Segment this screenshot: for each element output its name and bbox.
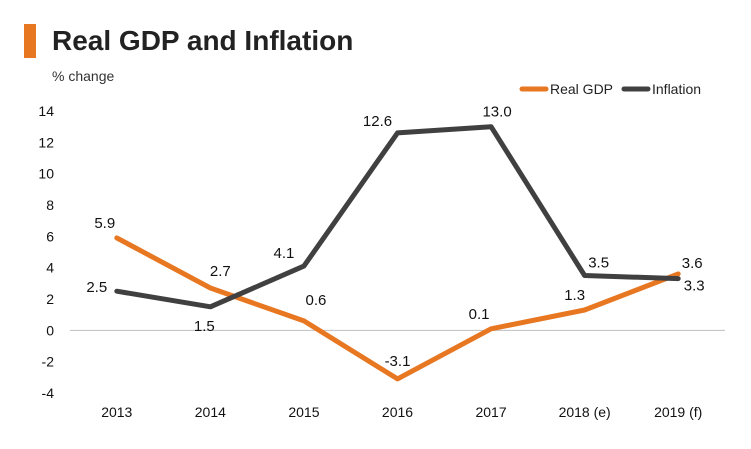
data-label: 12.6 [363, 113, 392, 130]
data-label: 3.3 [684, 278, 705, 295]
x-tick-label: 2013 [101, 404, 132, 420]
data-label: 0.1 [469, 306, 490, 323]
data-label: 13.0 [482, 104, 511, 121]
x-tick-label: 2018 (e) [559, 404, 611, 420]
y-tick-label: 4 [46, 260, 54, 276]
data-label: 3.6 [682, 255, 703, 272]
axis-layer: -4 -2 0 2 4 6 8 10 12 14 2013 2014 2015 2016 2017 2018 … [38, 103, 725, 420]
data-label: 2.5 [86, 279, 107, 296]
x-tick-label: 2019 (f) [654, 404, 702, 420]
title-accent-bar [24, 24, 36, 58]
series-line-real-gdp [114, 235, 681, 382]
y-tick-label: 8 [46, 197, 54, 213]
data-label-layer: 5.9 2.7 0.6 -3.1 0.1 1.3 3.6 2.5 1.5 4.1 12.6 13.0 3… [86, 104, 704, 370]
y-tick-label: 12 [38, 134, 54, 150]
y-tick-label: 14 [38, 103, 54, 119]
y-tick-label: 0 [46, 322, 54, 338]
y-tick-label: 2 [46, 291, 54, 307]
data-label: -3.1 [385, 353, 411, 370]
chart-title: Real GDP and Inflation [52, 25, 354, 56]
data-label: 0.6 [305, 292, 326, 309]
legend: Real GDP Inflation [519, 81, 701, 97]
x-tick-label: 2017 [475, 404, 506, 420]
y-axis-unit-label: % change [52, 68, 115, 84]
data-label: 1.3 [564, 287, 585, 304]
data-label: 3.5 [588, 255, 609, 272]
legend-label: Real GDP [550, 81, 613, 97]
x-tick-label: 2014 [195, 404, 226, 420]
legend-label: Inflation [652, 81, 701, 97]
y-tick-label: -2 [42, 354, 55, 370]
data-label: 4.1 [273, 245, 294, 262]
x-tick-label: 2016 [382, 404, 413, 420]
series-line-inflation [114, 124, 681, 310]
y-tick-label: 6 [46, 228, 54, 244]
data-label: 2.7 [210, 263, 231, 280]
x-tick-label: 2015 [288, 404, 319, 420]
data-label: 1.5 [194, 318, 215, 335]
y-tick-label: 10 [38, 166, 54, 182]
data-label: 5.9 [94, 215, 115, 232]
y-tick-label: -4 [42, 385, 55, 401]
series-layer [114, 124, 681, 382]
